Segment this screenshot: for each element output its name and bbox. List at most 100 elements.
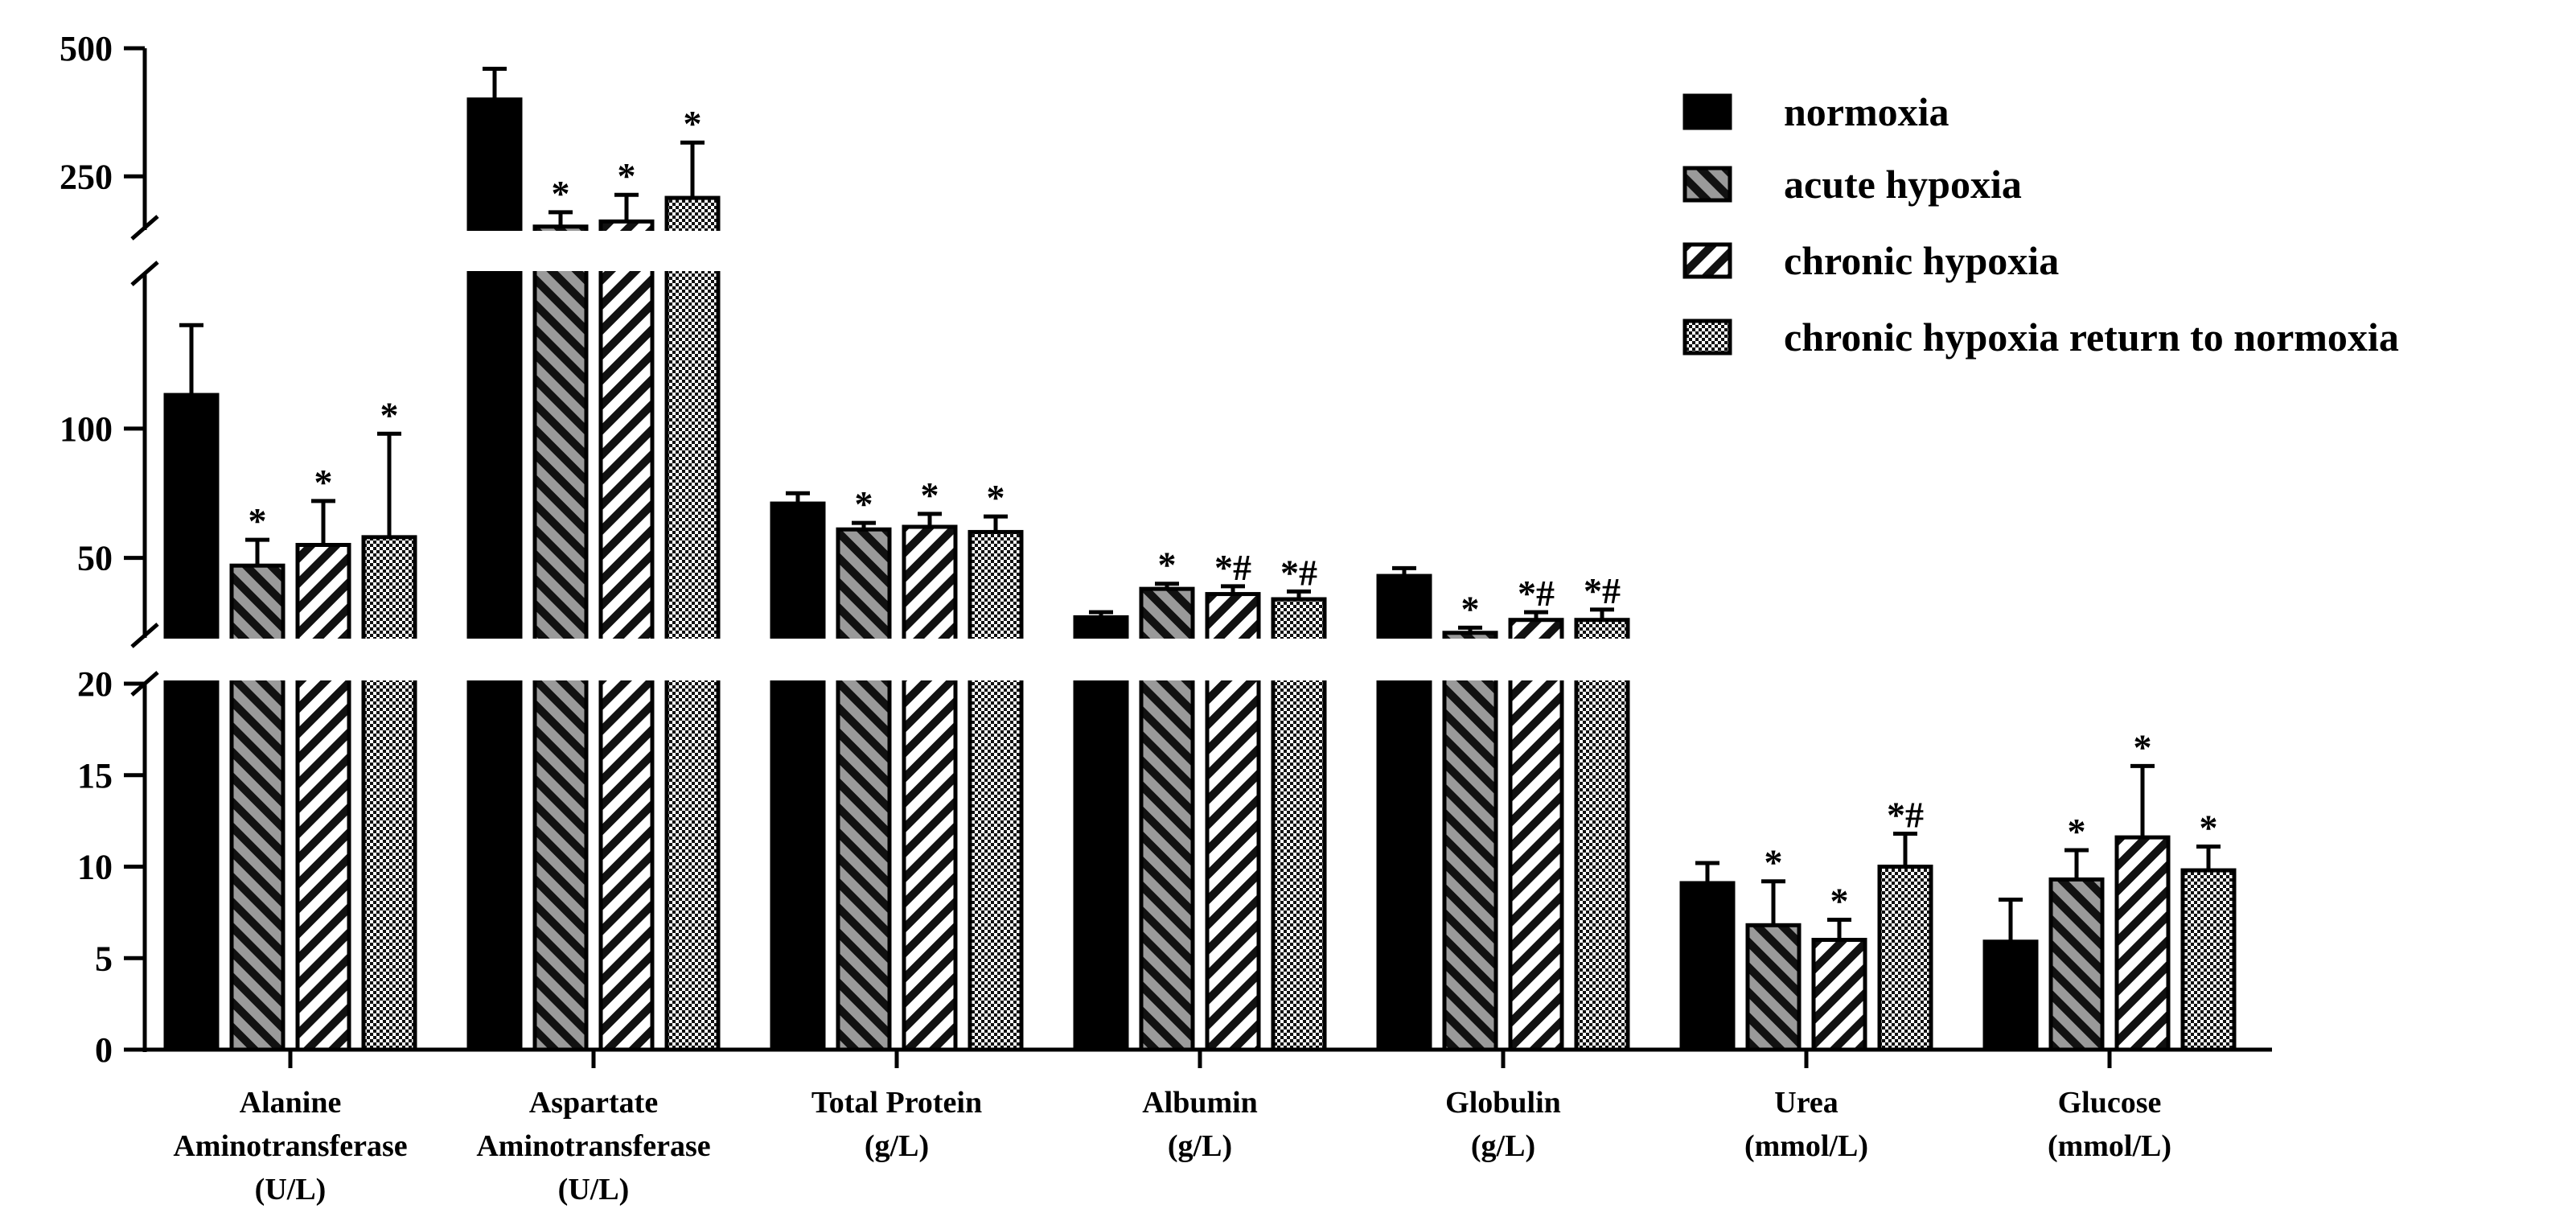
y-tick-label: 100 xyxy=(60,409,113,449)
bar-chronic-hypoxia xyxy=(598,219,655,1052)
significance-mark: * xyxy=(2068,811,2086,852)
significance-mark: * xyxy=(1158,545,1177,586)
bar-normoxia xyxy=(163,393,220,1052)
axis-break-gap xyxy=(1204,639,1262,680)
axis-break-gap xyxy=(1507,639,1565,680)
axis-break-gap xyxy=(360,639,418,680)
bar-acute-hypoxia xyxy=(1442,631,1498,1052)
significance-mark: * xyxy=(684,103,702,144)
bar-chronic-hypoxia xyxy=(295,543,351,1052)
axis-break-gap xyxy=(901,639,959,680)
legend-swatch-chronic-hypoxia-return xyxy=(1682,319,1732,356)
bar-normoxia xyxy=(1679,881,1736,1052)
axis-break-gap xyxy=(1375,639,1433,680)
bar-acute-hypoxia xyxy=(229,563,286,1052)
y-tick-label: 5 xyxy=(95,939,113,978)
x-tick-label: Total Protein xyxy=(811,1086,982,1120)
bar-chronic-hypoxia-return-to-normoxia xyxy=(361,535,417,1052)
significance-mark: * xyxy=(2134,726,2152,767)
x-tick-label: Albumin xyxy=(1142,1086,1258,1120)
x-tick-label: Aminotransferase xyxy=(476,1129,710,1163)
significance-mark: *# xyxy=(1214,547,1251,588)
axis-break-gap xyxy=(162,639,220,680)
bars-layer: * * * * * * * * * * *# *# * *# *# * * *# * * * xyxy=(162,66,2237,1052)
legend-swatch-chronic-hypoxia xyxy=(1682,242,1732,279)
x-tick-label: Urea xyxy=(1774,1086,1839,1120)
axis-break-gap xyxy=(228,639,286,680)
significance-mark: * xyxy=(2200,807,2218,848)
y-tick-label: 500 xyxy=(60,29,113,68)
axis-break-gap xyxy=(967,639,1025,680)
bar-acute-hypoxia xyxy=(532,224,589,1052)
significance-mark: * xyxy=(552,173,570,214)
axis-break-gap xyxy=(664,639,721,680)
bar-normoxia xyxy=(1982,939,2039,1052)
significance-mark: * xyxy=(249,500,267,541)
x-tick-label: Aminotransferase xyxy=(173,1129,407,1163)
legend: normoxia acute hypoxia chronic hypoxia c… xyxy=(1682,89,2399,360)
bar-chronic-hypoxia xyxy=(1811,938,1867,1052)
bar-chronic-hypoxia-return-to-normoxia xyxy=(1877,865,1933,1052)
axis-break-gap xyxy=(598,639,655,680)
y-tick-label: 15 xyxy=(77,756,113,795)
significance-mark: * xyxy=(1765,842,1783,883)
x-tick-label: (U/L) xyxy=(558,1173,630,1206)
significance-mark: * xyxy=(855,483,873,524)
bar-acute-hypoxia xyxy=(2048,877,2105,1052)
significance-mark: * xyxy=(987,477,1005,518)
y-tick-label: 0 xyxy=(95,1030,113,1070)
x-axis-labels: Alanine Aminotransferase (U/L) Aspartate Ami… xyxy=(173,1086,2171,1206)
legend-swatch-acute-hypoxia xyxy=(1682,166,1732,203)
axis-break-gap xyxy=(1270,639,1328,680)
axis-break-gap xyxy=(466,231,524,271)
bar-chronic-hypoxia xyxy=(2114,835,2171,1052)
bar-normoxia xyxy=(770,501,826,1052)
y-tick-label: 250 xyxy=(60,157,113,196)
bar-chronic-hypoxia-return-to-normoxia xyxy=(664,195,721,1052)
axis-break-gap xyxy=(532,639,590,680)
legend-label-chronic-hypoxia-return: chronic hypoxia return to normoxia xyxy=(1784,314,2399,360)
axis-break-gap xyxy=(1573,639,1631,680)
axis-break-gap xyxy=(466,639,524,680)
axis-break-gap xyxy=(664,231,721,271)
axis-break-mark xyxy=(130,261,159,286)
x-tick-label: Aspartate xyxy=(529,1086,658,1120)
significance-mark: * xyxy=(618,155,636,196)
significance-mark: * xyxy=(380,394,399,435)
bar-chronic-hypoxia xyxy=(902,524,958,1052)
x-tick-label: (mmol/L) xyxy=(2048,1129,2171,1163)
significance-mark: * xyxy=(1461,588,1480,629)
bar-normoxia xyxy=(1073,615,1129,1052)
x-tick-label: (mmol/L) xyxy=(1744,1129,1868,1163)
y-tick-label: 20 xyxy=(77,664,113,704)
x-tick-label: Glucose xyxy=(2058,1086,2162,1120)
axis-break-gap xyxy=(1138,639,1196,680)
axis-break-mark xyxy=(130,623,159,648)
bar-acute-hypoxia xyxy=(836,527,892,1052)
x-tick-label: (g/L) xyxy=(865,1129,929,1163)
axis-break-gap xyxy=(1072,639,1130,680)
y-tick-label: 50 xyxy=(77,539,113,578)
axis-break-gap xyxy=(294,639,352,680)
axis-break-mark xyxy=(130,215,159,240)
legend-label-chronic-hypoxia: chronic hypoxia xyxy=(1784,238,2059,283)
bar-chronic-hypoxia-return-to-normoxia xyxy=(968,529,1024,1052)
bar-acute-hypoxia xyxy=(1745,923,1802,1052)
significance-mark: * xyxy=(1830,880,1849,921)
significance-mark: *# xyxy=(1584,570,1621,611)
axis-break-gap xyxy=(1441,639,1499,680)
significance-mark: * xyxy=(921,475,939,516)
significance-mark: *# xyxy=(1280,552,1317,593)
axis-break-gap xyxy=(769,639,827,680)
x-tick-label: Globulin xyxy=(1445,1086,1561,1120)
x-tick-label: Alanine xyxy=(240,1086,342,1120)
axis-break-gap xyxy=(532,231,590,271)
bar-chronic-hypoxia-return-to-normoxia xyxy=(1574,618,1630,1052)
axis-break-gap xyxy=(835,639,893,680)
axis-break-gap xyxy=(598,231,655,271)
legend-label-acute-hypoxia: acute hypoxia xyxy=(1784,162,2022,207)
x-tick-label: (U/L) xyxy=(255,1173,327,1206)
y-tick-label: 10 xyxy=(77,848,113,887)
legend-label-normoxia: normoxia xyxy=(1784,89,1949,134)
